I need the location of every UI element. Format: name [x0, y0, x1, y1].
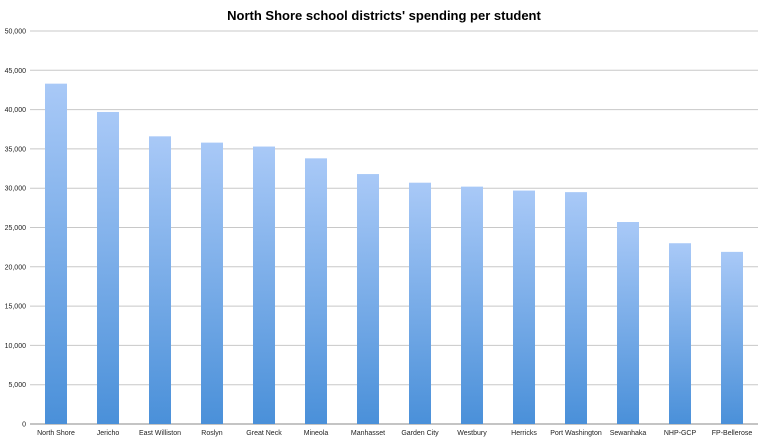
x-tick-label: FP-Bellerose — [712, 430, 753, 437]
x-tick-label: Port Washington — [550, 430, 602, 437]
x-tick-label: Herricks — [511, 430, 537, 437]
bar — [253, 146, 275, 425]
y-tick-label: 20,000 — [5, 264, 27, 271]
x-tick-label: Westbury — [457, 430, 487, 437]
x-tick-label: Manhasset — [351, 430, 385, 437]
x-tick-label: Great Neck — [246, 430, 282, 437]
x-tick-label: Jericho — [97, 430, 120, 437]
y-tick-label: 25,000 — [5, 225, 27, 232]
x-tick-label: Sewanhaka — [610, 430, 647, 437]
y-tick-label: 10,000 — [5, 343, 27, 350]
gridlines — [30, 30, 758, 425]
y-tick-label: 15,000 — [5, 304, 27, 311]
bar — [565, 192, 587, 424]
bar — [305, 158, 327, 424]
y-tick-label: 40,000 — [5, 107, 27, 114]
bar — [357, 174, 379, 424]
y-axis-ticks: 0 5,000 10,000 15,000 20,000 25,000 30,000 35,0… — [5, 29, 27, 429]
x-tick-label: East Williston — [139, 430, 181, 437]
bar — [149, 136, 171, 424]
bar — [721, 251, 743, 424]
chart-title: North Shore school districts' spending p… — [227, 8, 541, 23]
y-tick-label: 45,000 — [5, 68, 27, 75]
y-tick-label: 0 — [22, 422, 26, 429]
x-tick-label: NHP-GCP — [664, 430, 697, 437]
bar — [617, 221, 639, 424]
y-tick-label: 35,000 — [5, 146, 27, 153]
bar — [97, 111, 119, 424]
x-tick-label: Garden City — [401, 430, 439, 437]
bar — [45, 83, 67, 425]
bar — [461, 186, 483, 424]
bar — [513, 190, 535, 424]
bars — [45, 83, 743, 425]
x-tick-label: Roslyn — [201, 430, 223, 437]
x-axis-ticks: North Shore Jericho East Williston Roslyn Gr… — [37, 430, 752, 437]
x-tick-label: Mineola — [304, 430, 329, 437]
bar — [669, 243, 691, 424]
x-tick-label: North Shore — [37, 430, 75, 437]
y-tick-label: 30,000 — [5, 186, 27, 193]
bar — [409, 182, 431, 424]
y-tick-label: 5,000 — [8, 382, 26, 389]
bar — [201, 142, 223, 424]
y-tick-label: 50,000 — [5, 29, 27, 36]
